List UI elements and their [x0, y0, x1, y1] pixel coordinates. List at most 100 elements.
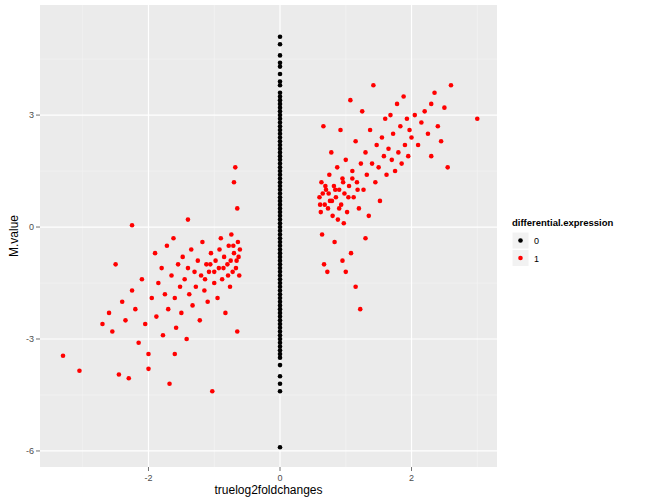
- point: [355, 180, 360, 185]
- point: [197, 318, 202, 323]
- point: [442, 105, 447, 110]
- point: [202, 288, 207, 293]
- minor-grid-line: [40, 283, 497, 284]
- point: [359, 161, 364, 166]
- point: [215, 296, 220, 301]
- point: [429, 102, 434, 107]
- point: [374, 143, 379, 148]
- legend-key: [512, 232, 529, 249]
- point: [334, 195, 339, 200]
- point: [378, 199, 383, 204]
- point: [223, 311, 228, 316]
- point: [345, 210, 350, 215]
- point: [130, 223, 135, 228]
- point: [278, 363, 283, 368]
- point: [231, 243, 236, 248]
- point: [320, 191, 325, 196]
- legend-title: differential.expression: [512, 217, 614, 228]
- point: [146, 367, 151, 372]
- point: [194, 284, 199, 289]
- point: [327, 172, 332, 177]
- point: [413, 113, 418, 118]
- point: [376, 165, 381, 170]
- point: [143, 322, 148, 327]
- point: [140, 277, 145, 282]
- point: [322, 202, 327, 207]
- point: [330, 214, 335, 219]
- point: [126, 376, 131, 381]
- point: [382, 154, 387, 159]
- point: [429, 154, 434, 159]
- point: [350, 176, 355, 181]
- point: [219, 236, 224, 241]
- panel: [40, 5, 497, 467]
- point: [189, 247, 194, 252]
- point: [389, 158, 394, 163]
- point: [338, 128, 343, 133]
- point: [123, 318, 128, 323]
- point: [196, 258, 201, 263]
- point: [349, 251, 354, 256]
- point: [426, 131, 431, 136]
- point: [190, 303, 195, 308]
- points: [61, 34, 480, 449]
- point: [317, 195, 322, 200]
- point: [386, 146, 391, 151]
- point: [228, 284, 233, 289]
- y-tick-label: -6: [26, 446, 34, 456]
- point: [475, 117, 480, 122]
- background: [0, 0, 648, 504]
- point: [371, 83, 376, 88]
- y-tick: [36, 338, 40, 339]
- x-tick: [411, 467, 412, 471]
- point: [439, 139, 444, 144]
- grid-line: [148, 5, 149, 467]
- point: [380, 135, 385, 140]
- point: [172, 296, 177, 301]
- point: [449, 83, 454, 88]
- point: [278, 445, 283, 450]
- x-tick-label: -2: [144, 473, 152, 483]
- point: [278, 381, 283, 386]
- point: [117, 372, 122, 377]
- y-tick-label: 3: [29, 110, 34, 120]
- point: [163, 292, 168, 297]
- point: [323, 184, 328, 189]
- minor-grid-line: [40, 394, 497, 395]
- point: [366, 214, 371, 219]
- point: [209, 251, 214, 256]
- point: [210, 389, 215, 394]
- point: [355, 187, 360, 192]
- legend: differential.expression01: [512, 217, 614, 267]
- point: [329, 150, 334, 155]
- point: [383, 117, 388, 122]
- point: [343, 270, 348, 275]
- point: [396, 150, 401, 155]
- point: [363, 150, 368, 155]
- point: [422, 109, 427, 114]
- point: [395, 102, 400, 107]
- x-axis-label: truelog2foldchanges: [214, 483, 322, 497]
- point: [110, 329, 115, 334]
- grid-line: [40, 114, 497, 115]
- point: [149, 296, 154, 301]
- point: [336, 217, 341, 222]
- point: [226, 273, 231, 278]
- point: [217, 266, 222, 271]
- point: [120, 299, 125, 304]
- point: [337, 206, 342, 211]
- point: [326, 191, 331, 196]
- point: [184, 337, 189, 342]
- point: [320, 232, 325, 237]
- point: [207, 270, 212, 275]
- point: [318, 210, 323, 215]
- point: [226, 243, 231, 248]
- point: [353, 139, 358, 144]
- point: [171, 236, 176, 241]
- point: [398, 124, 403, 129]
- point: [205, 299, 210, 304]
- point: [130, 288, 135, 293]
- point: [154, 314, 159, 319]
- point: [358, 307, 363, 312]
- point: [342, 191, 347, 196]
